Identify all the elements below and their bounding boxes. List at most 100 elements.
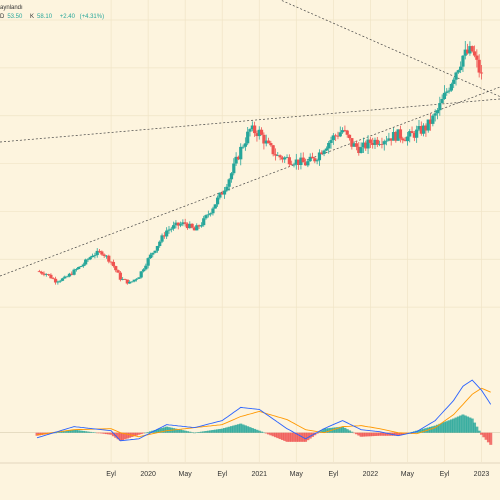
macd-histogram-bar	[91, 432, 95, 433]
macd-histogram-bar	[401, 432, 405, 435]
candle-down	[273, 154, 278, 156]
macd-histogram-bar	[429, 426, 433, 433]
x-tick-label: 2022	[362, 471, 379, 478]
candle-up	[308, 156, 312, 162]
macd-histogram-bar	[454, 417, 458, 433]
macd-histogram-bar	[77, 430, 81, 433]
macd-histogram-bar	[315, 432, 319, 434]
macd-histogram-bar	[264, 432, 268, 434]
macd-histogram-bar	[54, 432, 58, 434]
candle-down	[192, 227, 197, 231]
macd-histogram-bar	[322, 428, 326, 433]
macd-histogram-bar	[100, 432, 104, 434]
macd-histogram-bar	[137, 432, 141, 435]
candle-down	[403, 140, 407, 142]
macd-histogram-bar	[292, 432, 296, 442]
candle-down	[253, 125, 257, 134]
macd-histogram-bar	[165, 426, 169, 433]
candle-up	[292, 164, 296, 166]
macd-histogram-bar	[236, 424, 240, 433]
candle-up	[90, 255, 95, 258]
candle-down	[412, 133, 416, 138]
candle-down	[47, 274, 51, 275]
candle-up	[206, 214, 210, 216]
candle-down	[303, 162, 308, 166]
macd-histogram-bar	[290, 432, 294, 442]
candle-up	[422, 125, 426, 134]
macd-histogram-bar	[477, 430, 481, 433]
candle-up	[463, 49, 467, 56]
macd-histogram-bar	[243, 425, 247, 433]
candle-down	[380, 144, 384, 145]
candle-up	[188, 223, 192, 229]
macd-histogram-bar	[273, 432, 277, 438]
candle-up	[218, 192, 222, 198]
macd-histogram-bar	[204, 431, 208, 433]
candle-down	[477, 59, 481, 73]
macd-histogram-bar	[250, 428, 254, 433]
macd-histogram-bar	[371, 432, 375, 437]
candle-up	[139, 271, 143, 278]
candle-up	[264, 140, 268, 144]
macd-histogram-bar	[229, 426, 233, 433]
macd-histogram-bar	[86, 431, 90, 433]
candle-down	[53, 278, 58, 283]
candle-down	[394, 132, 398, 141]
candle-down	[220, 192, 224, 195]
macd-histogram-bar	[63, 431, 67, 433]
candle-up	[60, 278, 65, 281]
macd-histogram-bar	[438, 423, 442, 433]
candle-up	[276, 155, 280, 157]
macd-histogram-bar	[239, 423, 243, 433]
candle-up	[209, 213, 213, 215]
candle-up	[283, 157, 287, 160]
macd-histogram-bar	[489, 432, 493, 445]
candle-up	[153, 250, 157, 253]
macd-histogram-bar	[190, 432, 194, 433]
candle-down	[310, 156, 315, 159]
macd-histogram-bar	[72, 429, 76, 433]
macd-histogram-bar	[375, 432, 379, 436]
macd-histogram-bar	[216, 429, 220, 433]
macd-histogram-bar	[361, 432, 365, 437]
candle-up	[426, 119, 430, 131]
macd-histogram-bar	[158, 428, 162, 433]
x-tick-label: 2020	[140, 471, 156, 478]
candle-up	[44, 274, 48, 275]
macd-histogram-bar	[449, 419, 453, 433]
candle-down	[389, 138, 393, 141]
candle-down	[70, 273, 74, 275]
macd-histogram-bar	[199, 431, 203, 433]
candle-down	[278, 155, 282, 158]
candle-down	[297, 159, 301, 165]
candle-up	[130, 281, 134, 283]
candle-down	[269, 143, 273, 146]
candle-up	[232, 163, 236, 174]
candle-up	[148, 254, 153, 259]
candle-up	[299, 157, 303, 165]
candle-up	[459, 66, 463, 71]
candle-up	[151, 252, 155, 255]
candle-up	[359, 147, 363, 154]
macd-histogram-bar	[359, 432, 363, 437]
macd-histogram-bar	[107, 432, 111, 435]
macd-histogram-bar	[343, 427, 347, 433]
candle-up	[63, 276, 67, 279]
candle-up	[352, 143, 356, 147]
candle-up	[104, 255, 109, 257]
candle-down	[345, 130, 349, 135]
candle-up	[384, 140, 389, 142]
candle-up	[445, 91, 449, 93]
macd-histogram-bar	[197, 432, 201, 433]
macd-histogram-bar	[482, 432, 486, 438]
candle-down	[347, 134, 352, 139]
candle-down	[368, 139, 372, 143]
candle-down	[465, 49, 470, 54]
close-label: K	[30, 14, 35, 20]
macd-histogram-bar	[475, 426, 479, 433]
macd-histogram-bar	[70, 430, 74, 433]
candle-down	[336, 135, 340, 137]
candle-up	[169, 228, 173, 230]
x-tick-label: May	[178, 471, 192, 478]
